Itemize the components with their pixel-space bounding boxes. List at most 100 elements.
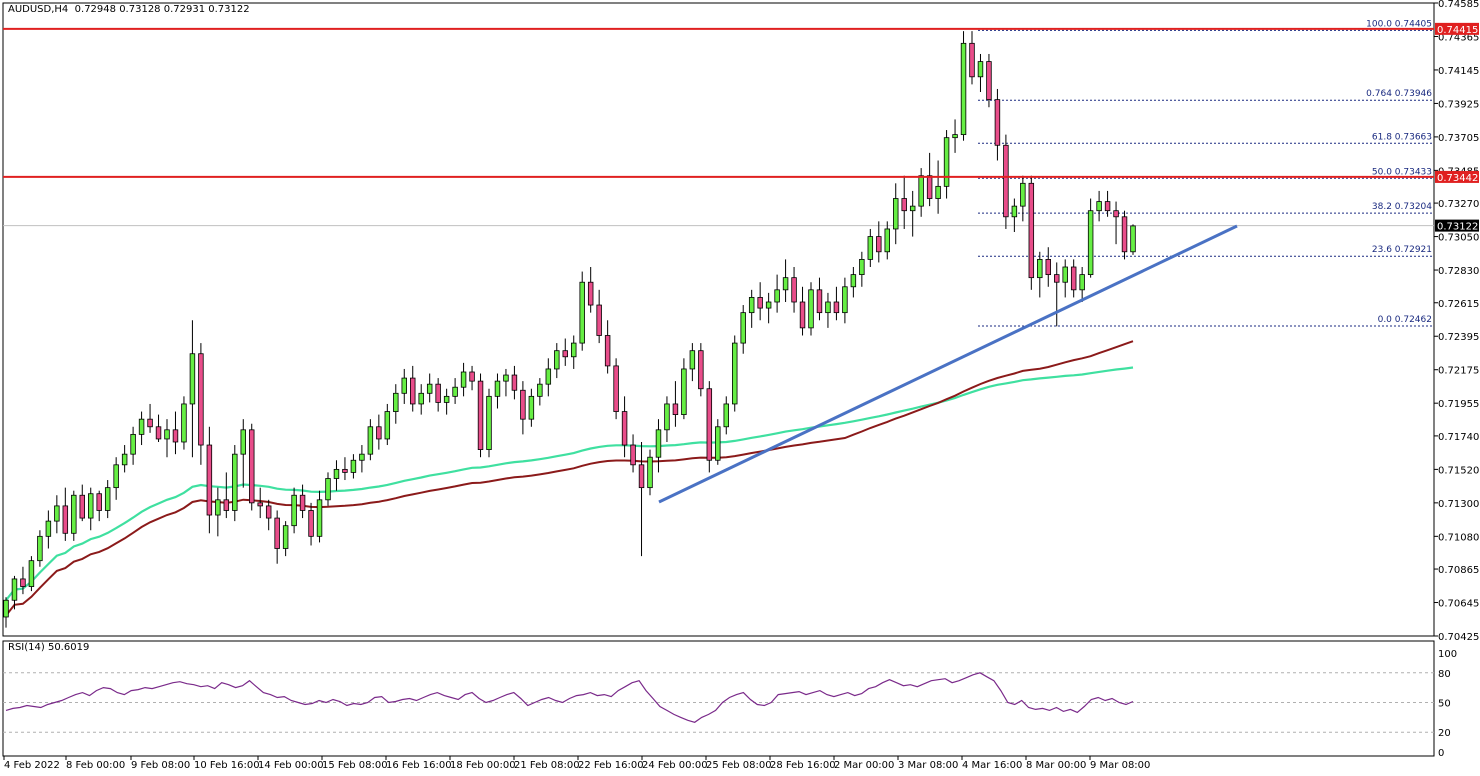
candle-body (164, 429, 170, 440)
trendline (658, 224, 1238, 504)
x-tick-label: 8 Mar 00:00 (1026, 760, 1086, 771)
candle-body (384, 411, 391, 440)
candle-body (350, 459, 357, 473)
candle-body (808, 289, 814, 329)
candle-body (723, 403, 729, 428)
candle-body (257, 502, 263, 507)
candle-body (630, 444, 636, 466)
candle-body (316, 499, 323, 537)
fib-level-label: 0.764 0.73946 (1366, 89, 1432, 99)
x-tick-label: 2 Mar 00:00 (834, 760, 894, 771)
candle-body (121, 453, 128, 466)
candle-body (554, 350, 560, 370)
candle-body (376, 426, 382, 440)
candle-body (494, 380, 501, 397)
candle-body (952, 134, 958, 139)
x-tick-label: 14 Feb 00:00 (258, 760, 324, 771)
current-price-tag: 0.73122 (1437, 222, 1478, 233)
x-tick-label: 22 Feb 16:00 (578, 760, 644, 771)
candle-body (113, 464, 119, 489)
candle-body (740, 312, 746, 344)
candle-body (791, 277, 797, 303)
candle-body (96, 493, 102, 511)
candle-body (893, 198, 899, 230)
rsi-tick-label: 80 (1438, 669, 1451, 680)
candle-body (138, 418, 145, 435)
candle-body (672, 403, 679, 416)
candle-body (757, 297, 763, 309)
candle-body (1104, 201, 1111, 212)
x-tick-label: 9 Feb 08:00 (131, 760, 190, 771)
candle-body (774, 289, 780, 303)
y-tick-label: 0.73705 (1438, 133, 1479, 144)
candle-body (11, 578, 18, 601)
rsi-tick-label: 0 (1438, 748, 1444, 759)
candle-body (732, 342, 738, 405)
candle-body (62, 505, 69, 534)
fib-level-label: 61.8 0.73663 (1372, 132, 1432, 142)
y-tick-label: 0.70865 (1438, 565, 1479, 576)
candle-body (54, 505, 60, 522)
y-tick-label: 0.72830 (1438, 266, 1479, 277)
candle-body (884, 228, 890, 253)
y-tick-label: 0.73050 (1438, 233, 1479, 244)
candle-body (715, 426, 721, 461)
candle-body (689, 350, 696, 370)
candle-body (206, 444, 213, 516)
fib-level-label: 38.2 0.73204 (1372, 202, 1432, 212)
rsi-tick-label: 100 (1438, 649, 1457, 660)
candle-body (104, 487, 111, 511)
y-tick-label: 0.71520 (1438, 465, 1479, 476)
candle-body (528, 395, 535, 420)
candle-body (291, 494, 297, 527)
candle-body (393, 392, 399, 412)
candle-body (994, 99, 1001, 146)
candle-body (842, 286, 848, 314)
x-tick-label: 4 Mar 16:00 (962, 760, 1022, 771)
y-tick-label: 0.71740 (1438, 432, 1479, 443)
rsi-tick-label: 20 (1438, 728, 1451, 739)
x-tick-label: 28 Feb 16:00 (770, 760, 836, 771)
candle-body (1003, 144, 1009, 218)
main-panel-frame (2, 2, 1435, 637)
candle-body (748, 297, 755, 314)
candle-body (460, 371, 467, 388)
candle-body (181, 403, 187, 443)
y-tick-label: 0.72395 (1438, 332, 1479, 343)
symbol-label: AUDUSD,H4 (8, 4, 69, 15)
x-tick-label: 18 Feb 00:00 (450, 760, 516, 771)
y-tick-label: 0.71955 (1438, 399, 1479, 410)
candle-body (664, 403, 670, 431)
candle-body (189, 353, 196, 405)
candle-body (325, 478, 331, 501)
y-tick-label: 0.72615 (1438, 299, 1479, 310)
y-tick-label: 0.70645 (1438, 599, 1479, 610)
candle-body (850, 274, 857, 288)
x-tick-label: 16 Feb 16:00 (386, 760, 452, 771)
candle-body (867, 236, 874, 260)
rsi-line (5, 672, 1134, 723)
candle-body (477, 380, 484, 450)
candle-body (1070, 266, 1077, 291)
candle-body (1062, 266, 1068, 283)
candle-body (147, 418, 153, 428)
candle-body (452, 386, 458, 397)
candle-body (816, 289, 823, 314)
candle-body (926, 175, 933, 199)
candle-body (426, 383, 433, 394)
x-tick-label: 15 Feb 08:00 (322, 760, 388, 771)
candle-body (969, 42, 975, 78)
candle-body (28, 560, 35, 587)
fib-level-label: 23.6 0.72921 (1372, 245, 1432, 255)
candle-body (1096, 201, 1102, 212)
candle-body (935, 185, 941, 199)
candle-body (638, 464, 645, 489)
candle-body (155, 426, 162, 440)
candle-body (79, 494, 85, 519)
candle-body (249, 429, 255, 504)
candle-body (579, 281, 585, 344)
candle-body (511, 374, 518, 391)
x-tick-label: 25 Feb 08:00 (706, 760, 772, 771)
candle-body (765, 301, 772, 309)
x-tick-label: 9 Mar 08:00 (1090, 760, 1150, 771)
